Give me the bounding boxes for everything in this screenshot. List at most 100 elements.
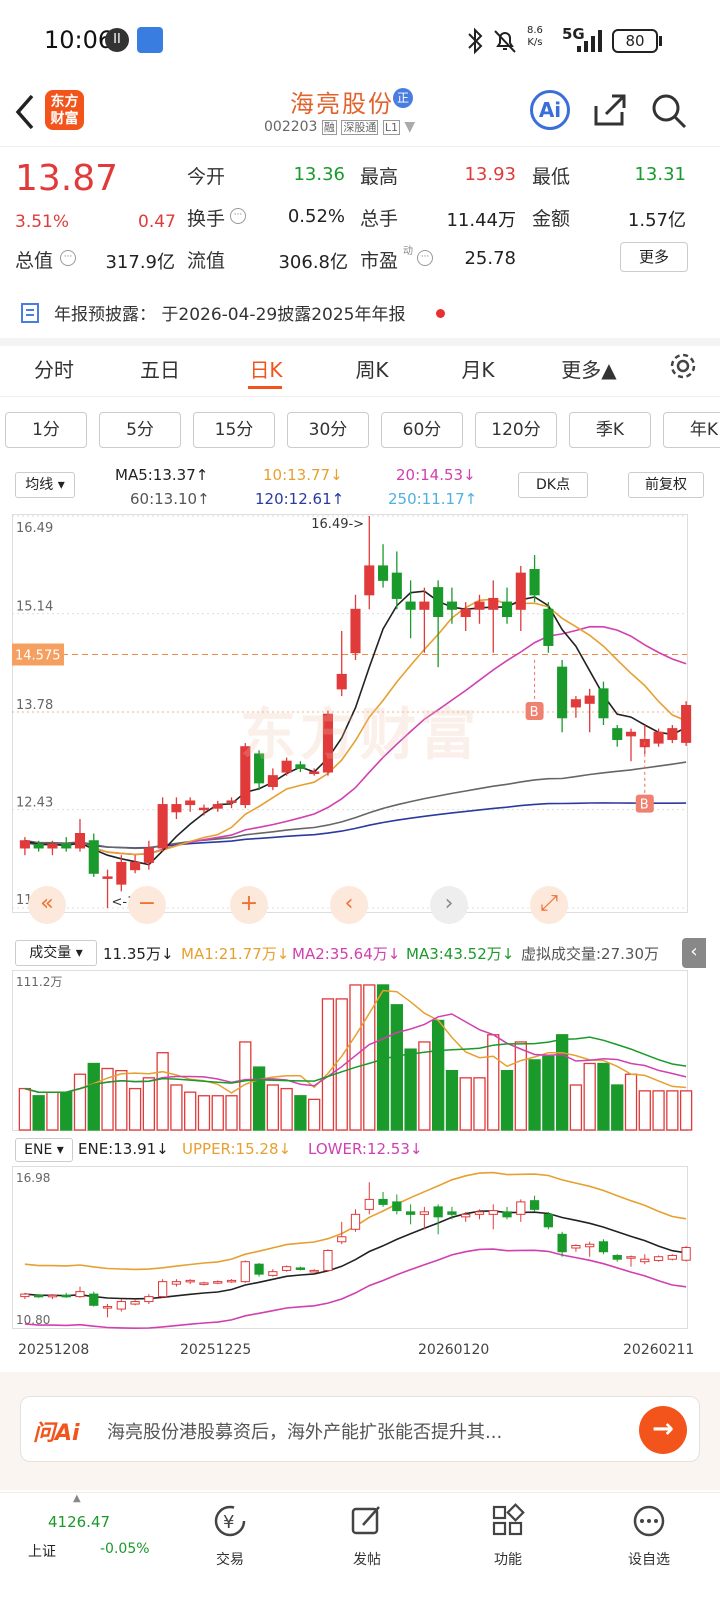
candle-body <box>460 608 471 618</box>
candle-body <box>116 861 127 885</box>
announcement-bar[interactable]: 年报预披露： 于2026-04-29披露2025年年报 <box>0 296 720 332</box>
send-arrow-icon[interactable]: → <box>639 1406 687 1454</box>
info-icon[interactable]: ··· <box>417 250 433 266</box>
volume-indicator-dropdown[interactable]: 成交量 ▾ <box>15 940 97 966</box>
amount-label: 金额 <box>532 208 571 230</box>
index-ticker[interactable]: ▲ 4126.47 上证 -0.05% <box>0 1493 180 1611</box>
high-label: 最高 <box>360 166 399 188</box>
info-icon[interactable]: ··· <box>60 250 76 266</box>
candle-body <box>171 804 182 813</box>
minute-period-bar: 1分 5分 15分 30分 60分 120分 季K 年K <box>0 412 720 450</box>
pe-label: 市盈 <box>360 250 399 272</box>
volume-bar <box>487 1034 500 1131</box>
tab-weekly-k[interactable]: 周K <box>355 358 389 382</box>
volume-bar <box>555 1034 569 1131</box>
ene-mid-line <box>24 1210 687 1300</box>
ai-logo: 问Ai <box>33 1421 80 1446</box>
jump-start-button[interactable]: « <box>28 886 66 924</box>
ene-candle-body <box>626 1256 636 1259</box>
search-icon[interactable] <box>650 92 688 130</box>
nav-functions[interactable]: 功能 <box>468 1503 548 1583</box>
candle-body <box>74 833 86 849</box>
ai-question-bar[interactable]: 问Ai 海亮股份港股募资后，海外产能扩张能否提升其... → <box>20 1396 700 1462</box>
nav-add-watchlist[interactable]: 设自选 <box>609 1503 689 1583</box>
ai-assistant-button[interactable]: Ai <box>530 90 570 130</box>
collapse-panel-icon[interactable]: ‹ <box>682 938 706 968</box>
active-tab-indicator <box>248 386 282 389</box>
ene-candle-body <box>364 1198 374 1210</box>
tab-daily-k[interactable]: 日K <box>249 358 283 382</box>
more-quote-button[interactable]: 更多 <box>620 242 688 272</box>
candle-body <box>391 572 402 599</box>
tab-five-day[interactable]: 五日 <box>140 358 180 382</box>
volume-legend: 成交量 ▾ 11.35万↓ MA1:21.77万↓ MA2:35.64万↓ MA… <box>0 938 720 968</box>
date-tick: 20260211 <box>623 1342 695 1358</box>
back-arrow-icon[interactable] <box>12 92 38 132</box>
fullscreen-expand-icon[interactable]: ⤢ <box>530 886 568 924</box>
post-icon <box>351 1506 380 1535</box>
nav-trade[interactable]: ¥ 交易 <box>190 1503 270 1583</box>
ene-lower: LOWER:12.53↓ <box>308 1140 423 1158</box>
ene-candle-body <box>89 1293 99 1306</box>
ene-upper: UPPER:15.28↓ <box>182 1140 292 1158</box>
candle-body <box>529 569 540 596</box>
more-icon <box>633 1505 665 1537</box>
zoom-out-button[interactable]: − <box>128 886 166 924</box>
volume-bar <box>679 1090 693 1131</box>
period-5min[interactable]: 5分 <box>99 412 181 448</box>
ma-selector-dropdown[interactable]: 均线 ▾ <box>15 472 75 498</box>
volume-bar <box>335 998 348 1131</box>
tab-intraday[interactable]: 分时 <box>34 358 74 382</box>
b-marker <box>635 794 654 813</box>
adjust-mode-button[interactable]: 前复权 <box>628 472 704 498</box>
candle-body <box>185 800 196 806</box>
tab-monthly-k[interactable]: 月K <box>461 358 495 382</box>
candle-body <box>557 666 568 719</box>
candle-body <box>254 753 265 784</box>
volume-ma3: MA3:43.52万↓ <box>406 945 515 963</box>
info-icon[interactable]: ··· <box>230 208 246 224</box>
mute-icon <box>494 30 516 53</box>
settings-gear-icon[interactable] <box>667 350 699 382</box>
candle-body <box>102 876 113 879</box>
ene-candle-body <box>171 1281 182 1285</box>
ma10-value: 10:13.77↓ <box>263 466 343 484</box>
volume-label: 总手 <box>360 208 399 230</box>
period-120min[interactable]: 120分 <box>475 412 557 448</box>
high-annotation: 16.49-> <box>311 517 364 532</box>
ene-chart[interactable]: 16.98 10.80 <box>12 1166 707 1332</box>
ene-indicator-dropdown[interactable]: ENE ▾ <box>15 1138 73 1162</box>
b-marker <box>525 702 544 720</box>
ene-candle-body <box>281 1266 292 1271</box>
zoom-in-button[interactable]: + <box>230 886 268 924</box>
kline-chart[interactable]: 16.4915.1414.57513.7812.4311.0716.49-><-… <box>12 514 707 934</box>
ene-frame <box>12 1166 688 1329</box>
period-quarter-k[interactable]: 季K <box>569 412 651 448</box>
period-15min[interactable]: 15分 <box>193 412 275 448</box>
volume-bar <box>459 1077 472 1131</box>
period-60min[interactable]: 60分 <box>381 412 463 448</box>
tab-more[interactable]: 更多▲ <box>561 358 617 382</box>
pe-value: 25.78 <box>464 248 516 269</box>
dk-point-button[interactable]: DK点 <box>518 472 588 498</box>
period-year-k[interactable]: 年K <box>663 412 720 448</box>
bluetooth-icon <box>468 27 483 55</box>
ma-legend: 均线 ▾ MA5:13.37↑ 10:13.77↓ 20:14.53↓ 60:1… <box>0 462 720 514</box>
nav-post[interactable]: 发帖 <box>327 1503 407 1583</box>
float-value-label: 流值 <box>187 250 226 272</box>
scroll-right-button[interactable]: › <box>430 886 468 924</box>
scroll-left-button[interactable]: ‹ <box>330 886 368 924</box>
amount-value: 1.57亿 <box>627 210 686 231</box>
volume-chart[interactable]: 111.2万 <box>12 970 707 1132</box>
ene-candle-body <box>392 1201 402 1212</box>
ene-candle-body <box>268 1271 278 1276</box>
svg-text:¥: ¥ <box>223 1512 234 1533</box>
ma120-value: 120:12.61↑ <box>255 490 345 508</box>
ene-candle-body <box>213 1281 223 1284</box>
stock-name: 海亮股份 <box>290 90 394 118</box>
net-speed: 8.6 K/s <box>527 25 543 48</box>
ene-candle-body <box>254 1263 264 1275</box>
period-1min[interactable]: 1分 <box>5 412 87 448</box>
share-icon[interactable] <box>592 92 628 128</box>
period-30min[interactable]: 30分 <box>287 412 369 448</box>
